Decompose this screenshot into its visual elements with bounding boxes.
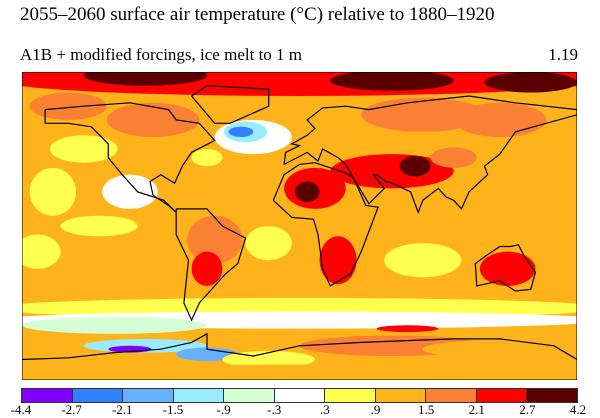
colorbar-bin	[173, 389, 225, 402]
colorbar-bin	[375, 389, 427, 402]
anomaly-region	[22, 234, 61, 269]
anomaly-region	[60, 215, 138, 237]
coastline	[22, 332, 577, 361]
anomaly-region	[22, 364, 577, 380]
colorbar-tick-label: -2.7	[61, 402, 82, 417]
colorbar-bin	[72, 389, 124, 402]
anomaly-region	[102, 174, 158, 209]
anomaly-region	[29, 92, 107, 120]
coastline	[175, 208, 247, 322]
coastline	[272, 162, 379, 287]
anomaly-region	[376, 325, 439, 333]
anomaly-region	[106, 102, 200, 138]
anomaly-region	[430, 147, 477, 168]
anomaly-region	[361, 97, 485, 132]
colorbar-bin	[527, 389, 578, 402]
colorbar-tick-label: 1.5	[417, 402, 435, 417]
colorbar-tick-label: -.3	[267, 402, 282, 417]
anomaly-region	[191, 149, 223, 167]
map-subtitle: A1B + modified forcings, ice melt to 1 m	[20, 45, 303, 64]
coastline	[190, 85, 270, 124]
colorbar-tick-label: -1.5	[162, 402, 184, 417]
colorbar-bin	[325, 389, 376, 402]
anomaly-region	[479, 251, 536, 286]
colorbar-bin	[22, 389, 73, 402]
anomaly-region	[319, 236, 357, 285]
anomaly-region	[228, 126, 254, 138]
anomaly-region	[29, 167, 76, 216]
temperature-anomaly-map	[22, 72, 577, 380]
anomaly-region	[191, 251, 223, 286]
anomaly-region	[384, 243, 462, 278]
colorbar	[21, 388, 578, 403]
colorbar-bin	[274, 389, 326, 402]
colorbar-tick-label: -2.1	[111, 402, 133, 417]
colorbar-bin	[224, 389, 275, 402]
anomaly-region	[245, 226, 292, 261]
colorbar-tick-label: 2.7	[519, 402, 536, 417]
anomaly-region	[484, 72, 577, 93]
colorbar-tick-label: 2.1	[468, 402, 485, 417]
colorbar-tick-label: .9	[370, 402, 381, 417]
coastline	[474, 244, 537, 292]
coastline	[283, 95, 577, 214]
anomaly-region	[49, 135, 118, 163]
colorbar-tick-label: 4.2	[569, 402, 587, 417]
global-mean-value: 1.19	[548, 45, 578, 64]
coastline	[44, 102, 216, 213]
colorbar-tick-label: -4.4	[10, 402, 32, 417]
colorbar-tick-label: .3	[319, 402, 330, 417]
anomaly-region	[83, 72, 207, 86]
colorbar-bin	[426, 389, 477, 402]
colorbar-bin	[123, 389, 174, 402]
map-title: 2055–2060 surface air temperature (°C) r…	[20, 4, 495, 25]
anomaly-region	[186, 215, 243, 264]
anomaly-region	[422, 340, 547, 358]
anomaly-region	[330, 72, 454, 91]
anomaly-region	[453, 102, 547, 138]
anomaly-region	[22, 316, 207, 334]
anomaly-region	[399, 155, 431, 177]
colorbar-bin	[476, 389, 528, 402]
anomaly-region	[294, 181, 320, 203]
colorbar-tick-label: -.9	[216, 402, 231, 417]
